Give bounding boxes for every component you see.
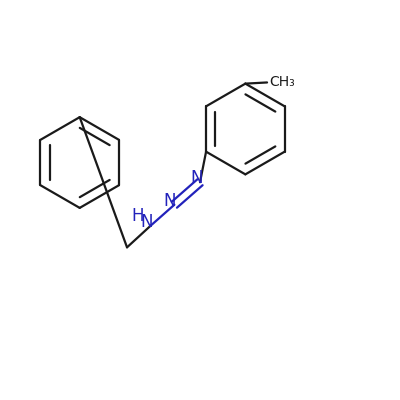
Text: N: N <box>190 168 203 186</box>
Text: N: N <box>163 192 176 210</box>
Text: H: H <box>132 207 144 225</box>
Text: CH₃: CH₃ <box>269 76 295 90</box>
Text: N: N <box>140 213 153 231</box>
